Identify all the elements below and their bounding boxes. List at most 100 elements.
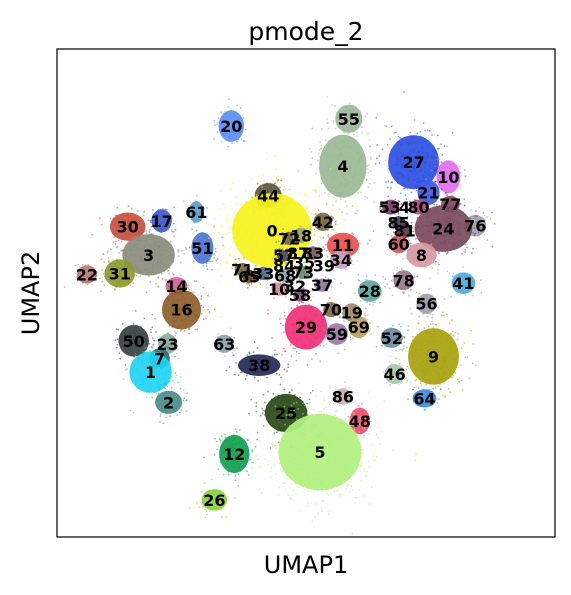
cluster-point bbox=[257, 245, 259, 248]
cluster-point bbox=[429, 341, 431, 344]
cluster-point bbox=[136, 266, 139, 268]
cluster-point bbox=[403, 175, 405, 178]
cluster-point bbox=[386, 233, 389, 236]
cluster-point bbox=[432, 168, 434, 171]
cluster-point bbox=[152, 218, 155, 220]
cluster-point bbox=[445, 228, 448, 231]
cluster-point bbox=[423, 170, 426, 173]
cluster-point bbox=[440, 247, 443, 250]
cluster-61 bbox=[183, 194, 209, 224]
cluster-point bbox=[179, 376, 182, 378]
cluster-point bbox=[340, 154, 343, 157]
cluster-point bbox=[353, 173, 356, 176]
cluster-point bbox=[441, 364, 443, 366]
cluster-point bbox=[482, 216, 484, 219]
cluster-point bbox=[400, 203, 403, 205]
cluster-point bbox=[173, 320, 175, 323]
cluster-point bbox=[328, 172, 330, 175]
cluster-point bbox=[420, 344, 423, 347]
cluster-point bbox=[391, 237, 394, 240]
cluster-17 bbox=[140, 206, 177, 236]
cluster-point bbox=[184, 321, 187, 323]
cluster-point bbox=[405, 257, 407, 260]
cluster-point bbox=[427, 216, 429, 219]
cluster-point bbox=[337, 247, 339, 249]
cluster-point bbox=[236, 128, 239, 131]
cluster-point bbox=[267, 223, 270, 226]
cluster-point bbox=[140, 256, 143, 258]
cluster-point bbox=[430, 184, 433, 186]
cluster-point bbox=[449, 222, 452, 225]
cluster-point bbox=[181, 307, 184, 310]
cluster-point bbox=[278, 236, 281, 239]
cluster-point bbox=[338, 208, 341, 211]
cluster-point bbox=[414, 174, 417, 177]
cluster-point bbox=[138, 256, 141, 258]
cluster-point bbox=[159, 378, 162, 381]
cluster-point bbox=[192, 209, 194, 212]
cluster-point bbox=[259, 215, 262, 217]
cluster-point bbox=[87, 263, 90, 266]
cluster-point bbox=[248, 207, 251, 210]
cluster-point bbox=[240, 138, 243, 141]
cluster-point bbox=[189, 211, 192, 214]
cluster-point bbox=[335, 436, 338, 438]
cluster-point bbox=[256, 222, 258, 225]
cluster-point bbox=[342, 161, 345, 163]
cluster-point bbox=[311, 253, 314, 256]
cluster-point bbox=[155, 391, 157, 394]
cluster-point bbox=[278, 440, 280, 443]
cluster-point bbox=[138, 386, 141, 388]
cluster-point bbox=[179, 261, 182, 264]
cluster-point bbox=[255, 194, 258, 196]
cluster-point bbox=[284, 317, 287, 320]
cluster-point bbox=[331, 104, 334, 107]
cluster-point bbox=[308, 210, 310, 213]
cluster-point bbox=[295, 350, 298, 353]
cluster-point bbox=[303, 261, 305, 264]
cluster-point bbox=[299, 432, 301, 435]
cluster-point bbox=[141, 221, 144, 224]
cluster-point bbox=[452, 375, 455, 377]
cluster-point bbox=[309, 340, 312, 343]
cluster-point bbox=[171, 355, 174, 358]
cluster-point bbox=[145, 251, 147, 253]
cluster-point bbox=[266, 282, 269, 284]
cluster-point bbox=[383, 206, 385, 209]
cluster-point bbox=[426, 369, 428, 372]
cluster-point bbox=[330, 238, 333, 241]
cluster-point bbox=[150, 357, 152, 360]
cluster-point bbox=[134, 233, 137, 236]
cluster-point bbox=[145, 391, 148, 394]
cluster-point bbox=[316, 230, 319, 233]
cluster-point bbox=[415, 163, 418, 165]
cluster-point bbox=[211, 243, 214, 246]
cluster-point bbox=[353, 239, 355, 241]
cluster-point bbox=[405, 231, 408, 234]
cluster-point bbox=[406, 371, 409, 374]
cluster-point bbox=[274, 244, 277, 247]
cluster-point bbox=[290, 307, 293, 309]
cluster-point bbox=[193, 260, 195, 262]
cluster-point bbox=[123, 235, 126, 238]
cluster-point bbox=[264, 410, 266, 412]
cluster-point bbox=[300, 236, 303, 239]
cluster-point bbox=[479, 279, 482, 281]
cluster-point bbox=[428, 254, 431, 256]
cluster-point bbox=[325, 449, 328, 451]
cluster-point bbox=[320, 426, 323, 429]
cluster-point bbox=[220, 140, 223, 143]
cluster-point bbox=[118, 280, 121, 283]
cluster-point bbox=[172, 257, 175, 260]
cluster-point bbox=[393, 219, 396, 222]
cluster-point bbox=[248, 412, 251, 415]
cluster-point bbox=[369, 170, 372, 173]
cluster-point bbox=[316, 240, 319, 243]
cluster-point bbox=[331, 416, 334, 418]
cluster-point bbox=[304, 457, 306, 460]
cluster-point bbox=[258, 255, 260, 258]
cluster-point bbox=[280, 179, 283, 182]
cluster-point bbox=[476, 222, 479, 225]
cluster-point bbox=[479, 226, 482, 229]
cluster-point bbox=[358, 173, 361, 176]
